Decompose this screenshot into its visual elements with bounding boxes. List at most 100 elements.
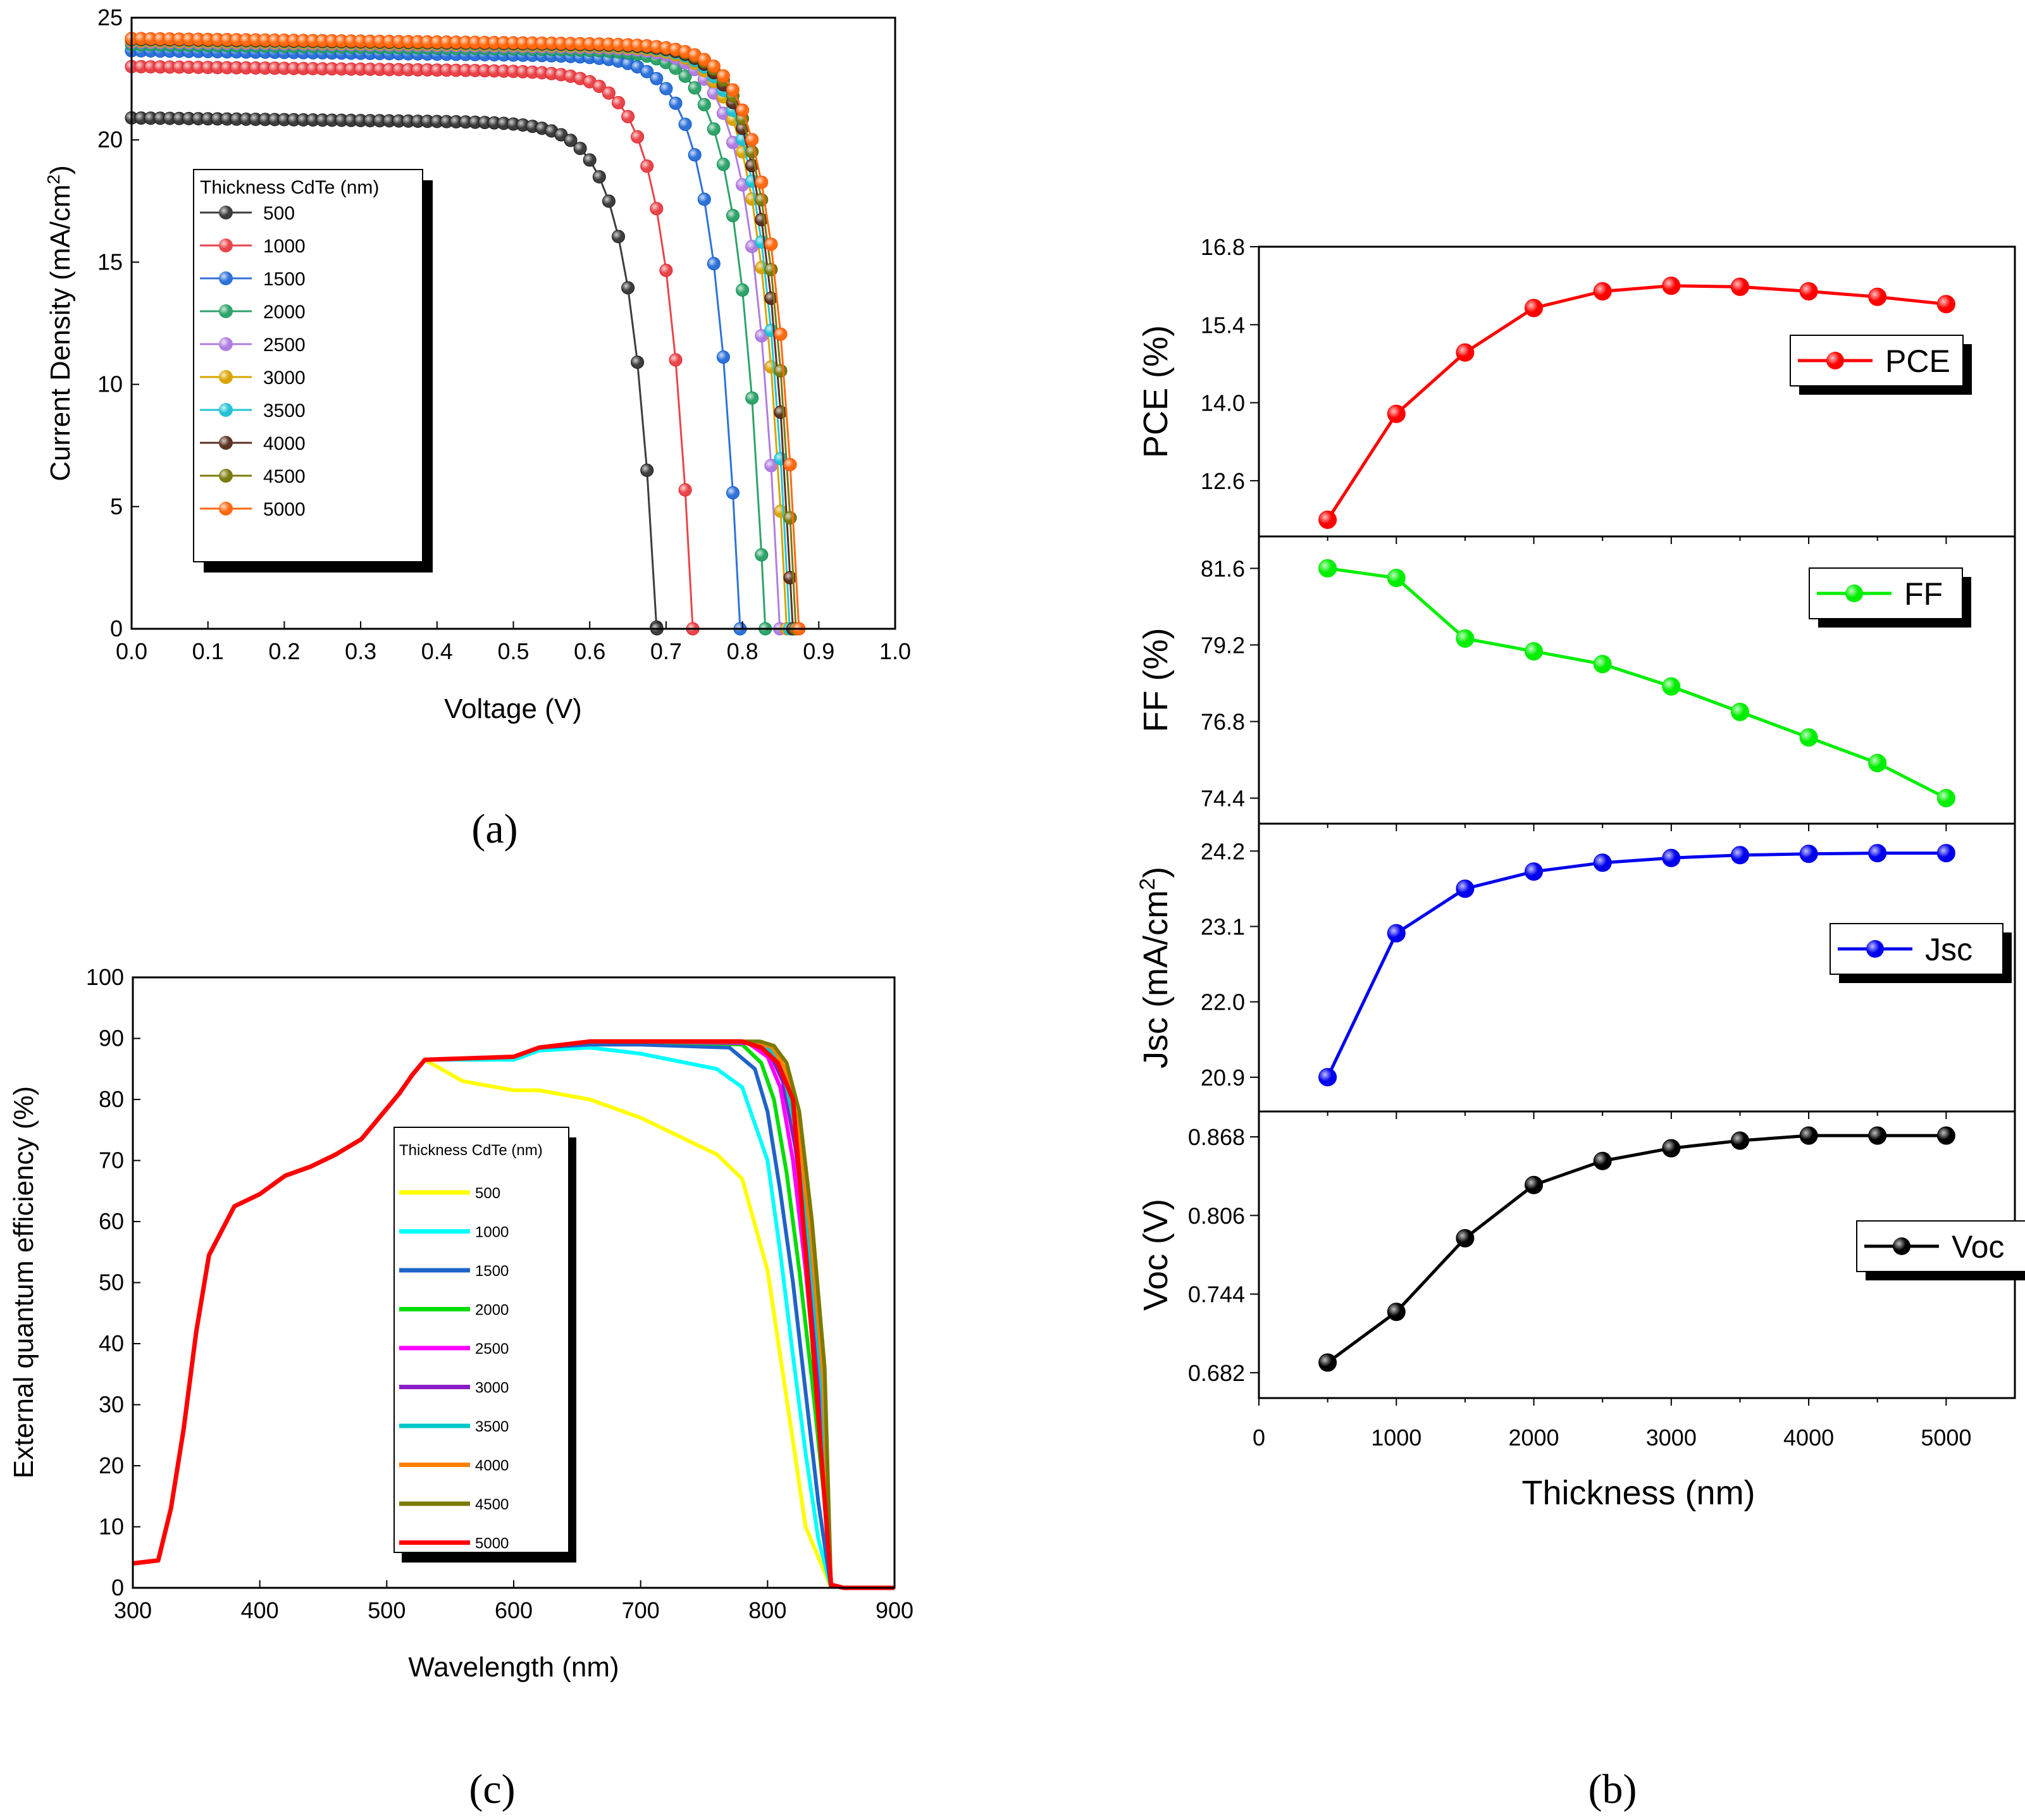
panel-b-pce-legend-label: PCE: [1885, 344, 1950, 379]
panel-b-pce-ylabel: PCE (%): [1137, 325, 1175, 458]
panel-a-point-500: [631, 356, 645, 369]
panel-b-subplots: 12.6 14.0 15.4 16.8 PCE (%) PCE 74.4 76.8 79.2 81…: [1136, 234, 2025, 1406]
panel-c-legend-box: [393, 1127, 569, 1553]
panel-a-ticks: 0.0 0.1 0.2 0.3 0.4 0.5 0.6 0.7 0.8 0.9 1.0 0 5 10 15 2…: [97, 4, 911, 664]
panel-c-marks: [132, 1039, 895, 1590]
panel-b-pce-ytick-label: 16.8: [1201, 234, 1245, 260]
panel-b-pce-line: [1326, 284, 1947, 521]
panel-b-pce-ytick-label: 14.0: [1201, 390, 1245, 416]
panel-b-pce-point: [1387, 404, 1406, 423]
panel-a-point-5000: [755, 175, 769, 189]
panel-b-jsc-ytick-label: 20.9: [1201, 1065, 1245, 1091]
panel-b-jsc-line: [1326, 851, 1947, 1078]
panel-a-xtick-label: 0.5: [497, 638, 529, 664]
panel-c-legend-label-4000: 4000: [475, 1458, 509, 1475]
panel-a-point-1500: [678, 118, 692, 131]
panel-a-point-2000: [688, 81, 702, 95]
panel-b-voc-legend-label: Voc: [1952, 1229, 2004, 1265]
panel-c-legend-label-3500: 3500: [475, 1418, 509, 1435]
panel-a-point-1000: [640, 159, 654, 173]
panel-a-ytick-label: 25: [97, 4, 123, 30]
panel-c-legend: Thickness CdTe (nm) 500 1000 1500 2000 2500 3…: [393, 1127, 576, 1563]
panel-a-xtick-label: 0.4: [421, 638, 453, 664]
panel-b-ff-line: [1327, 566, 1947, 800]
panel-b-ff-point: [1387, 569, 1406, 588]
panel-b-ff-point: [1456, 629, 1475, 648]
panel-b-xtick-label: 5000: [1921, 1425, 1971, 1451]
panel-c-xtick-label: 300: [114, 1597, 152, 1623]
panel-b-voc-legend-marker: [1893, 1237, 1910, 1255]
panel-a-point-500: [583, 153, 597, 167]
panel-c-ytick-label: 70: [99, 1148, 124, 1173]
panel-b-voc-ytick-label: 0.744: [1188, 1282, 1245, 1308]
panel-a-point-5000: [736, 103, 750, 117]
panel-a-point-1000: [669, 353, 683, 367]
panel-a-point-5000: [774, 327, 788, 341]
panel-a-legend-marker-1500: [219, 271, 233, 285]
panel-b-subplot-ff: 74.4 76.8 79.2 81.6 FF (%) FF: [1137, 535, 2016, 831]
panel-b-voc-point: [1799, 1126, 1818, 1145]
panel-b-ff-point: [1318, 559, 1337, 578]
panel-a-legend-marker-5000: [219, 502, 233, 516]
panel-b-ff-legend-label: FF: [1904, 576, 1943, 612]
panel-b-voc-point: [1593, 1151, 1612, 1170]
panel-b-pce-point: [1318, 511, 1337, 529]
panel-b-voc-point: [1662, 1139, 1681, 1158]
panel-a-point-500: [602, 194, 616, 208]
panel-b-xtick-label: 0: [1253, 1425, 1265, 1451]
panel-c-legend-label-1000: 1000: [475, 1224, 509, 1241]
panel-c-ytick-label: 20: [99, 1452, 124, 1478]
panel-b-pce-point: [1525, 299, 1543, 318]
panel-a-point-1500: [726, 486, 740, 500]
panel-a-legend-label-4500: 4500: [263, 466, 306, 487]
panel-a-legend-marker-4500: [219, 469, 233, 483]
panel-a-legend-marker-4000: [219, 436, 233, 450]
panel-b-jsc-ytick-label: 22.0: [1201, 989, 1245, 1015]
panel-a-legend-label-2000: 2000: [263, 302, 306, 323]
panel-a-point-5000: [697, 53, 711, 66]
panel-a-legend-box: [193, 169, 423, 562]
panel-a-legend-marker-500: [219, 206, 233, 220]
panel-a-point-4500: [755, 193, 769, 207]
panel-c-xlabel: Wavelength (nm): [408, 1652, 619, 1683]
panel-a-point-500: [621, 281, 635, 295]
panel-a-point-1000: [650, 202, 664, 216]
panel-b-ff-legend-marker: [1845, 585, 1863, 602]
panel-a-xtick-label: 0.7: [650, 638, 682, 664]
panel-a-xtick-label: 0.3: [345, 638, 376, 664]
panel-a-point-500: [612, 230, 625, 244]
panel-a-xtick-label: 0.1: [192, 638, 224, 664]
panel-c-ytick-label: 10: [99, 1514, 124, 1540]
panel-c-legend-label-2500: 2500: [475, 1340, 509, 1358]
panel-b-jsc-point: [1593, 853, 1612, 872]
panel-b-xtick-label: 3000: [1646, 1425, 1697, 1451]
panel-b-subplot-voc: 0.682 0.744 0.806 0.868 Voc (V) Voc: [1137, 1110, 2025, 1406]
panel-a-legend-marker-1000: [219, 238, 233, 252]
panel-b-ff-point: [1593, 655, 1612, 674]
panel-b-jsc-point: [1456, 879, 1475, 898]
panel-a-legend-marker-2000: [219, 304, 233, 318]
panel-c-legend-label-5000: 5000: [475, 1535, 509, 1552]
panel-a-legend-label-1000: 1000: [263, 236, 306, 257]
panel-b-voc-ytick-label: 0.806: [1188, 1203, 1245, 1229]
panel-b-jsc-point: [1868, 844, 1887, 863]
panel-a-point-500: [573, 142, 587, 156]
panel-c-xtick-label: 600: [495, 1597, 533, 1623]
panel-b-voc-point: [1525, 1175, 1543, 1194]
panel-a-point-1000: [592, 80, 606, 93]
panel-a-point-1000: [612, 96, 625, 109]
panel-c-legend-label-4500: 4500: [475, 1496, 509, 1513]
panel-b-voc-point: [1868, 1126, 1887, 1145]
panel-a-point-2000: [716, 158, 730, 171]
panel-a-ytick-label: 15: [97, 249, 123, 275]
panel-b-ff-point: [1936, 789, 1955, 808]
panel-c-ytick-label: 40: [99, 1330, 124, 1356]
panel-a-legend-label-5000: 5000: [263, 499, 306, 520]
panel-b-xlabel: Thickness (nm): [1521, 1474, 1755, 1512]
panel-b-subplot-pce: 12.6 14.0 15.4 16.8 PCE (%) PCE: [1137, 234, 2016, 544]
panel-b-xtick-label: 2000: [1508, 1425, 1559, 1451]
panel-c-ytick-label: 60: [99, 1208, 124, 1234]
panel-c-xtick-label: 800: [748, 1597, 786, 1623]
panel-b-voc-ytick-label: 0.868: [1188, 1124, 1245, 1150]
